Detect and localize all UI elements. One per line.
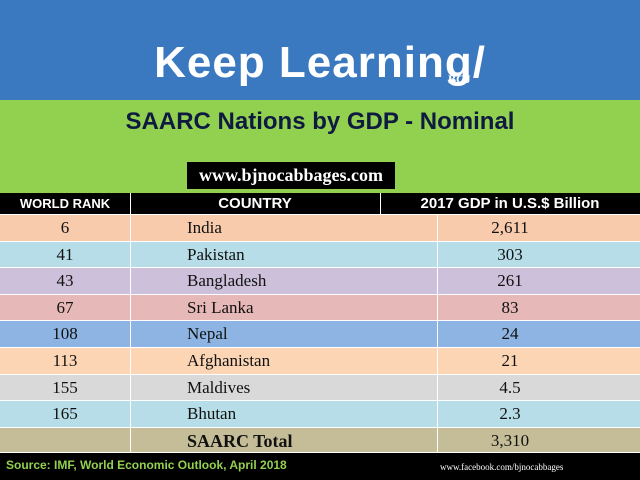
rank: 43: [0, 268, 131, 294]
country: Sri Lanka: [130, 294, 438, 321]
gdp: 261: [497, 271, 523, 291]
gdp: 83: [501, 297, 519, 317]
total-value: 3,310: [490, 430, 530, 450]
country: Bhutan: [130, 401, 438, 427]
tag: BCJ: [448, 72, 471, 86]
rank: 67: [0, 294, 131, 321]
footer-band: [0, 453, 640, 480]
rank: 165: [0, 401, 131, 427]
country: Afghanistan: [130, 348, 438, 374]
gdp: 303: [497, 244, 523, 264]
title: Keep Learning/: [154, 38, 486, 87]
gdp: 2,611: [491, 218, 529, 237]
gdp: 2.3: [499, 404, 521, 424]
column-header: WORLD RANK: [0, 193, 131, 214]
total-label: SAARC Total: [130, 427, 438, 452]
rank: 108: [0, 321, 131, 347]
banner: SAARC Nations by GDP - Nominal: [125, 108, 515, 135]
rank: [0, 427, 131, 452]
link: www.facebook.com/bjnocabbages: [440, 462, 564, 472]
table-row: 67 Sri Lanka 83: [0, 294, 640, 322]
rank: 41: [0, 241, 131, 268]
rank: 6: [0, 215, 131, 241]
total-row: SAARC Total 3,310: [0, 427, 640, 453]
table-row: 41 Pakistan 303: [0, 241, 640, 269]
country: Maldives: [130, 374, 438, 401]
gdp: 24: [501, 324, 519, 344]
gdp: 21: [501, 351, 519, 370]
header-row: WORLD RANK COUNTRY 2017 GDP in U.S.$ Billi…: [0, 193, 640, 215]
country: Bangladesh: [130, 268, 438, 294]
country: India: [130, 215, 438, 241]
top-band: [0, 0, 640, 100]
table-row: 108 Nepal 24: [0, 321, 640, 348]
table-row: 6 India 2,611: [0, 215, 640, 242]
table-row: 43 Bangladesh 261: [0, 268, 640, 295]
country: Pakistan: [130, 241, 438, 268]
country: Nepal: [130, 321, 438, 347]
gdp: 4.5: [499, 377, 521, 397]
table-row: 113 Afghanistan 21: [0, 348, 640, 375]
rank: 155: [0, 374, 131, 401]
source: Source: IMF, World Economic Outlook, Apr…: [6, 458, 287, 472]
rank: 113: [0, 348, 131, 374]
table-row: 165 Bhutan 2.3: [0, 401, 640, 428]
table-row: 155 Maldives 4.5: [0, 374, 640, 402]
column-header: 2017 GDP in U.S.$ Billion: [420, 195, 600, 212]
website: www.bjnocabbages.com: [187, 162, 395, 189]
column-header: COUNTRY: [130, 193, 381, 214]
